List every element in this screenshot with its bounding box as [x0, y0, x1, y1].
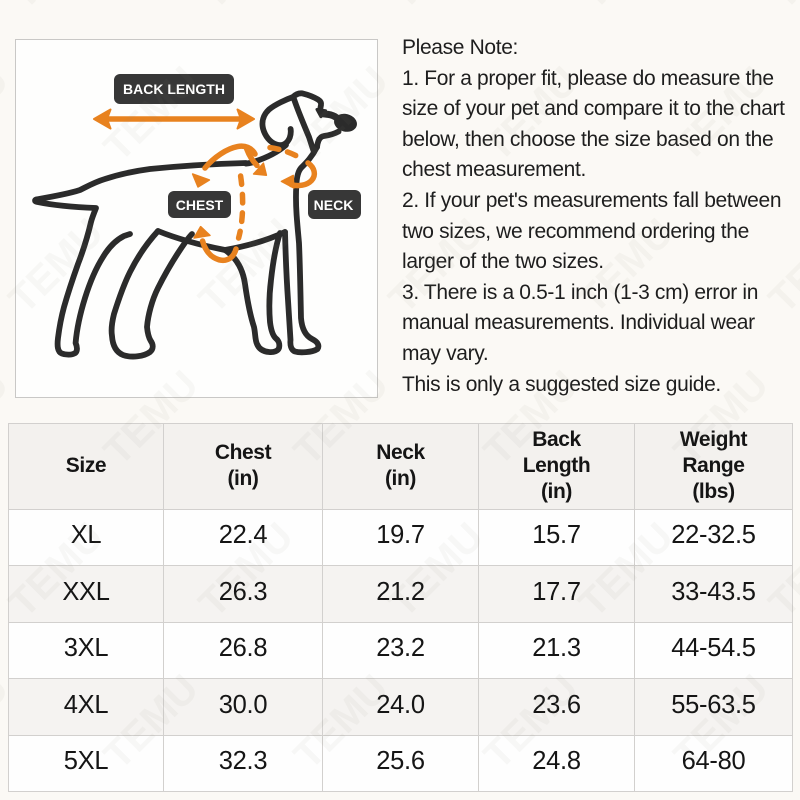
- svg-text:BACK LENGTH: BACK LENGTH: [123, 81, 225, 97]
- svg-text:CHEST: CHEST: [176, 197, 224, 213]
- svg-text:NECK: NECK: [314, 197, 354, 213]
